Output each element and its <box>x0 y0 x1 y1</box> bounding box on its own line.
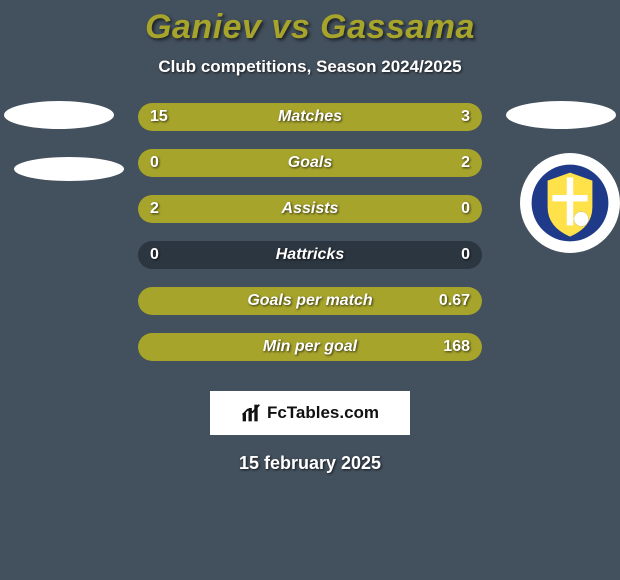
subtitle: Club competitions, Season 2024/2025 <box>0 57 620 77</box>
stat-label: Goals <box>138 149 482 177</box>
player-right-avatar-placeholder-1 <box>506 101 616 129</box>
stat-label: Assists <box>138 195 482 223</box>
comparison-content: 153Matches 02Goals 20Assists 00Hattricks 0.6… <box>0 103 620 373</box>
page-title: Ganiev vs Gassama <box>0 0 620 47</box>
stat-bar-row: 00Hattricks <box>138 241 482 269</box>
player-left-avatar-placeholder-2 <box>14 157 124 181</box>
stat-label: Hattricks <box>138 241 482 269</box>
stat-bar-row: 02Goals <box>138 149 482 177</box>
player-left-avatar-placeholder-1 <box>4 101 114 129</box>
stat-bars: 153Matches 02Goals 20Assists 00Hattricks 0.6… <box>138 103 482 379</box>
bars-icon <box>241 403 261 423</box>
player-right-club-badge <box>520 153 620 253</box>
stat-label: Matches <box>138 103 482 131</box>
stat-bar-row: 153Matches <box>138 103 482 131</box>
stat-bar-row: 0.67Goals per match <box>138 287 482 315</box>
club-badge-icon <box>530 163 610 243</box>
stat-label: Goals per match <box>138 287 482 315</box>
stat-bar-row: 168Min per goal <box>138 333 482 361</box>
date-text: 15 february 2025 <box>0 453 620 474</box>
fctables-badge-text: FcTables.com <box>267 403 379 423</box>
fctables-badge: FcTables.com <box>210 391 410 435</box>
stat-label: Min per goal <box>138 333 482 361</box>
stat-bar-row: 20Assists <box>138 195 482 223</box>
